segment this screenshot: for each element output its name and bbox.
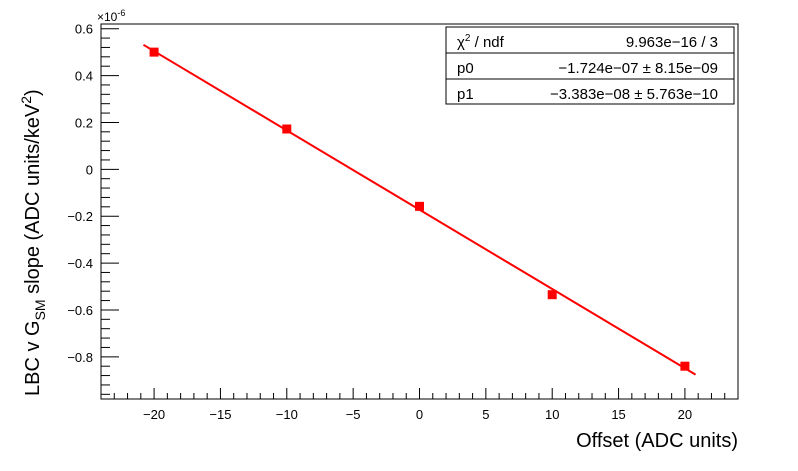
data-point — [415, 201, 424, 211]
data-point — [547, 290, 557, 300]
data-point — [680, 361, 690, 371]
x-tick-label: −10 — [276, 407, 298, 422]
stats-p1-label: p1 — [457, 86, 474, 103]
stats-p1-value: −3.383e−08 ± 5.763e−10 — [550, 86, 718, 103]
x-tick-label: 20 — [678, 407, 692, 422]
data-point — [282, 124, 292, 134]
x-tick-label: 15 — [611, 407, 625, 422]
stats-chi2-label: χ2 / ndf — [457, 33, 505, 51]
x-tick-label: 5 — [482, 407, 489, 422]
y-tick-label: 0.6 — [75, 22, 93, 37]
y-tick-label: 0.2 — [75, 115, 93, 130]
stats-box: χ2 / ndf 9.963e−16 / 3 p0 −1.724e−07 ± 8… — [445, 26, 735, 105]
x-axis-ticks: −20 −15 −10 −5 0 5 10 15 20 — [113, 388, 726, 422]
y-exponent-label: ×10-6 — [97, 8, 125, 24]
x-axis-label: Offset (ADC units) — [576, 430, 738, 452]
x-tick-label: −20 — [143, 407, 165, 422]
y-tick-label: −0.4 — [67, 256, 93, 271]
y-tick-label: 0.4 — [75, 69, 93, 84]
x-tick-label: −15 — [209, 407, 231, 422]
x-tick-label: 10 — [545, 407, 559, 422]
y-tick-label: −0.8 — [67, 350, 93, 365]
y-tick-label: 0 — [86, 162, 93, 177]
stats-p0-value: −1.724e−07 ± 8.15e−09 — [558, 60, 718, 77]
stats-p0-label: p0 — [457, 60, 474, 77]
y-axis-label: LBC v GSM slope (ADC units/keV2) — [18, 89, 48, 396]
data-point — [149, 47, 159, 57]
y-tick-label: −0.2 — [67, 209, 93, 224]
x-tick-label: −5 — [346, 407, 361, 422]
x-tick-label: 0 — [416, 407, 423, 422]
y-tick-label: −0.6 — [67, 303, 93, 318]
data-points — [149, 47, 690, 371]
y-axis-ticks: 0.6 0.4 0.2 0 −0.2 −0.4 −0.6 −0.8 — [67, 22, 119, 395]
stats-chi2-value: 9.963e−16 / 3 — [626, 34, 718, 51]
